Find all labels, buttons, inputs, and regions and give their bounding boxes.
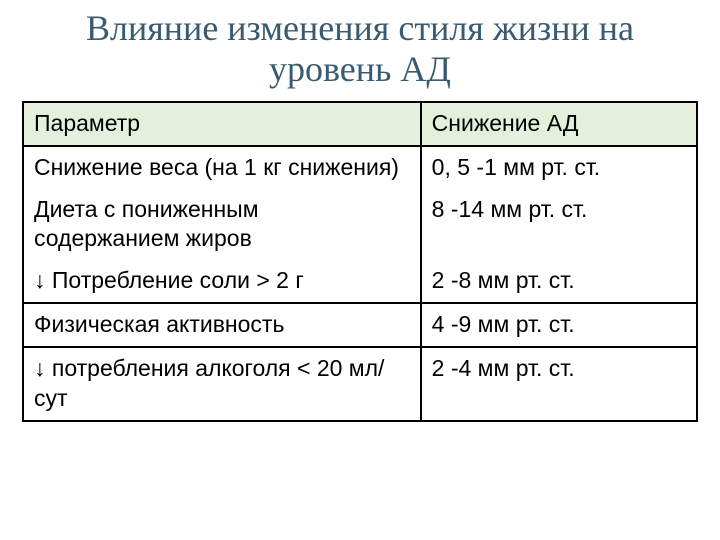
cell-param: Физическая активность — [23, 303, 421, 347]
cell-value: 4 -9 мм рт. ст. — [421, 303, 697, 347]
table-row: ↓ потребления алкоголя < 20 мл/сут 2 -4 … — [23, 347, 697, 421]
slide-title: Влияние изменения стиля жизни на уровень… — [22, 8, 698, 91]
cell-param: Снижение веса (на 1 кг снижения) — [23, 146, 421, 189]
col-header-value: Снижение АД — [421, 102, 697, 146]
col-header-param: Параметр — [23, 102, 421, 146]
table-row: ↓ Потребление соли > 2 г 2 -8 мм рт. ст. — [23, 260, 697, 303]
cell-value: 8 -14 мм рт. ст. — [421, 189, 697, 261]
cell-value: 2 -8 мм рт. ст. — [421, 260, 697, 303]
table-row: Диета с пониженным содержанием жиров 8 -… — [23, 189, 697, 261]
cell-param: Диета с пониженным содержанием жиров — [23, 189, 421, 261]
table-row: Снижение веса (на 1 кг снижения) 0, 5 -1… — [23, 146, 697, 189]
table-header-row: Параметр Снижение АД — [23, 102, 697, 146]
lifestyle-table: Параметр Снижение АД Снижение веса (на 1… — [22, 101, 698, 422]
slide: Влияние изменения стиля жизни на уровень… — [0, 0, 720, 540]
cell-param: ↓ Потребление соли > 2 г — [23, 260, 421, 303]
cell-value: 2 -4 мм рт. ст. — [421, 347, 697, 421]
table-row: Физическая активность 4 -9 мм рт. ст. — [23, 303, 697, 347]
cell-param: ↓ потребления алкоголя < 20 мл/сут — [23, 347, 421, 421]
cell-value: 0, 5 -1 мм рт. ст. — [421, 146, 697, 189]
